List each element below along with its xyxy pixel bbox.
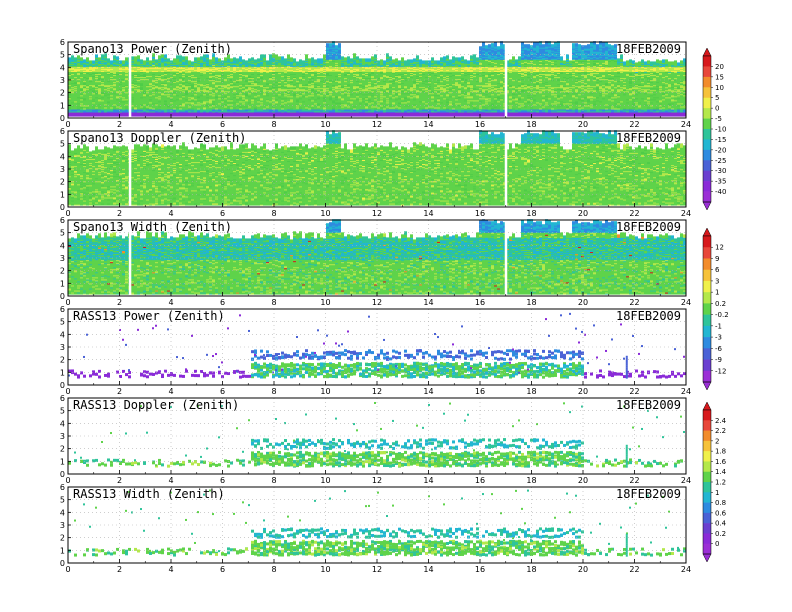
heatmap-cell [209,59,212,63]
heatmap-cell [170,60,173,64]
heatmap-cell [119,60,122,64]
heatmap-cell [290,57,293,61]
heatmap-cell [77,55,80,59]
heatmap-cell [116,56,119,60]
heatmap-cell [161,54,164,58]
heatmap-cell [149,60,152,64]
heatmap-cell [305,54,308,58]
heatmap-cell [83,59,86,63]
heatmap-cell [257,58,260,62]
heatmap-cell [137,55,140,59]
heatmap-cell [167,58,170,62]
heatmap-cell [248,58,251,62]
heatmap-cell [236,58,239,62]
heatmap-cell [269,54,272,58]
heatmap-cell [74,57,77,61]
heatmap-cell [86,57,89,61]
heatmap-cell [281,56,284,60]
heatmap-cell [113,55,116,59]
heatmap-cell [320,58,323,62]
heatmap-cell [71,55,74,59]
heatmap-cell [200,56,203,60]
heatmap-cell [125,57,128,61]
heatmap-cell [107,58,110,62]
heatmap-cell [134,56,137,60]
heatmap-cell [131,56,134,60]
heatmap-cell [326,43,329,47]
heatmap-cell [80,57,83,61]
heatmap-cell [239,56,242,60]
heatmap-cell [329,43,332,47]
heatmap-cell [146,57,149,61]
heatmap-cell [293,58,296,62]
heatmap-cell [230,58,233,62]
heatmap-cell [152,53,155,57]
heatmap-cell [299,59,302,63]
heatmap-cell [266,60,269,64]
heatmap-cell [68,57,71,61]
heatmap-cell [140,59,143,63]
heatmap-cell [185,56,188,60]
heatmap-cell [95,54,98,58]
heatmap-cell [251,57,254,61]
heatmap-cell [218,58,221,62]
heatmap-cell [122,60,125,64]
heatmap-cell [254,59,257,63]
heatmap-cell [296,61,299,65]
heatmap-cells [68,41,686,117]
heatmap-cell [197,57,200,61]
heatmap-cell [191,61,194,65]
heatmap-cell [182,56,185,60]
heatmap-cell [317,58,320,62]
heatmap-cell [155,59,158,63]
heatmap-cell [164,54,167,58]
heatmap-cell [92,60,95,64]
heatmap-cell [101,54,104,58]
heatmap-cell [188,60,191,64]
heatmap-cell [308,58,311,62]
heatmap-cell [311,57,314,61]
heatmap-cell [224,57,227,61]
heatmap-cell [215,57,218,61]
heatmap-cell [302,60,305,64]
heatmap-cell [98,57,101,61]
heatmap-cell [173,58,176,62]
heatmap-cell [89,60,92,64]
heatmap-cell [245,60,248,64]
heatmap-cell [272,53,275,57]
heatmap-cell [314,59,317,63]
heatmap-cell [233,57,236,61]
heatmap-cell [110,60,113,64]
heatmap-cell [194,57,197,61]
heatmap-cell [104,53,107,57]
heatmap-cell [242,59,245,63]
heatmap-cell [284,58,287,62]
heatmap-cell [143,60,146,64]
heatmap-cell [278,56,281,60]
heatmap-cell [158,55,161,59]
